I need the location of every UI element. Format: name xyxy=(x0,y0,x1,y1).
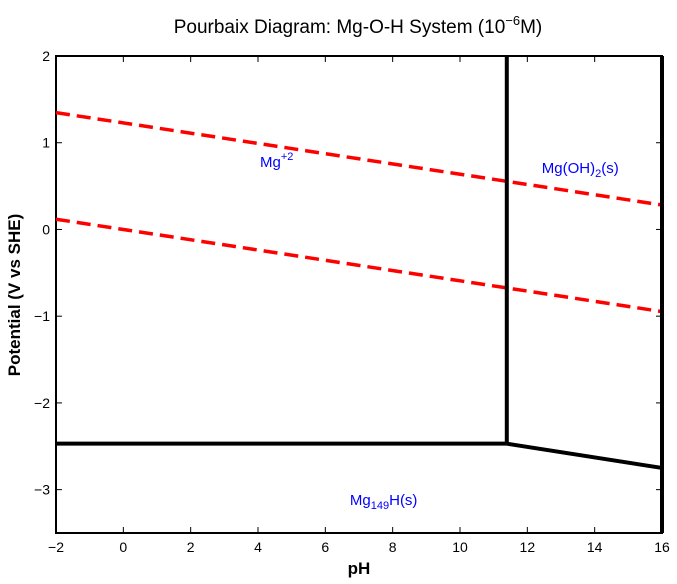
x-tick-label: 0 xyxy=(119,539,127,555)
x-tick-label: 2 xyxy=(187,539,195,555)
water-stability-line xyxy=(55,110,663,207)
x-tick-label: −2 xyxy=(48,539,64,555)
region-label: Mg+2 xyxy=(260,151,293,171)
x-tick-label: 4 xyxy=(254,539,262,555)
y-tick-label: −1 xyxy=(34,308,50,324)
region-label: Mg149H(s) xyxy=(350,492,418,512)
water-stability-line xyxy=(55,217,663,314)
x-tick-label: 12 xyxy=(520,539,536,555)
x-tick-label: 6 xyxy=(321,539,329,555)
y-tick-label: −3 xyxy=(34,482,50,498)
phase-boundary-line xyxy=(506,441,663,470)
region-label: Mg(OH)2(s) xyxy=(542,160,619,180)
y-tick-label: 2 xyxy=(42,48,50,64)
x-tick-label: 10 xyxy=(452,539,468,555)
y-tick-label: −2 xyxy=(34,395,50,411)
y-tick-label: 1 xyxy=(42,135,50,151)
y-axis-label: Potential (V vs SHE) xyxy=(5,214,24,376)
x-tick-label: 14 xyxy=(587,539,603,555)
y-tick-label: 0 xyxy=(42,221,50,237)
x-tick-label: 8 xyxy=(389,539,397,555)
chart-title: Pourbaix Diagram: Mg-O-H System (10−6M) xyxy=(174,13,543,38)
x-axis-label: pH xyxy=(348,559,371,578)
x-tick-label: 16 xyxy=(654,539,670,555)
